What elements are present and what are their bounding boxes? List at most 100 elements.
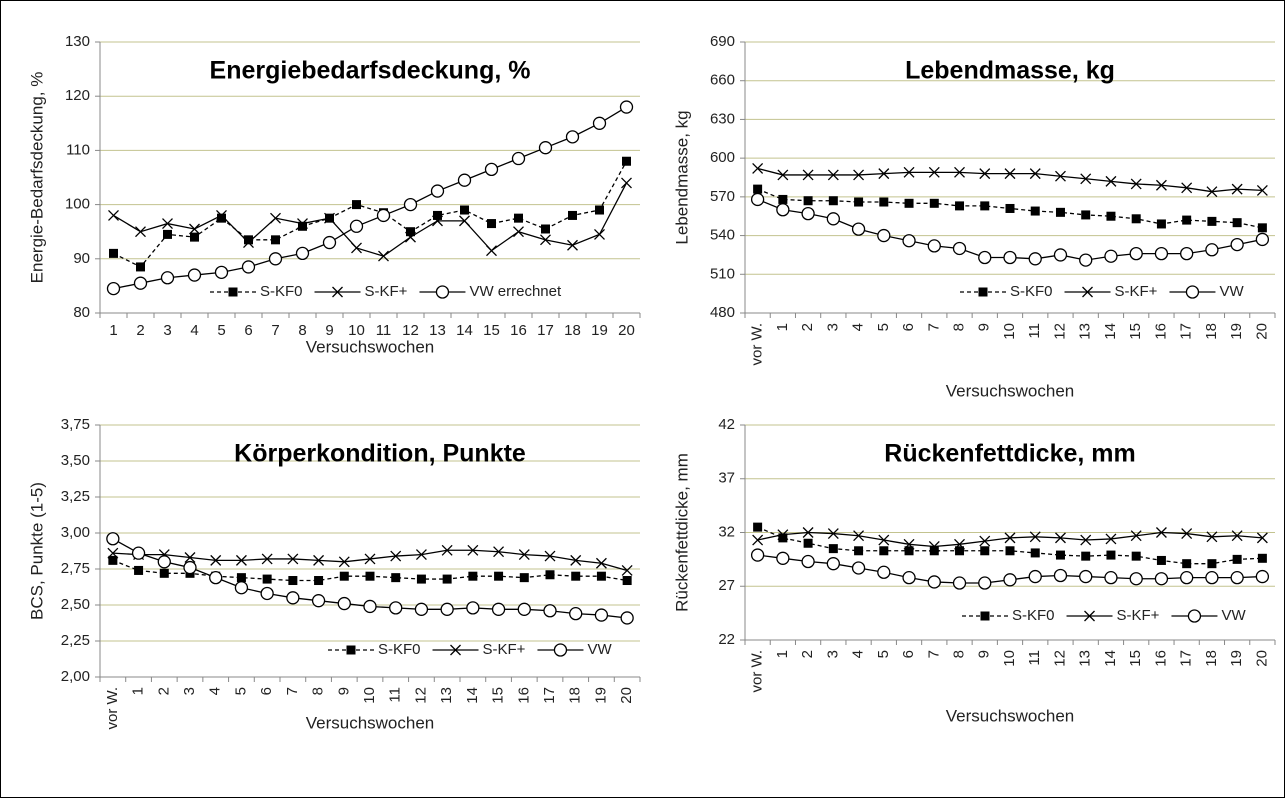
y-tick-label: 100 [65,196,90,213]
marker [1106,211,1116,221]
marker [322,235,337,250]
marker [162,218,173,230]
x-tick-label: 10 [1001,323,1018,340]
y-tick-label: 2,75 [61,560,90,577]
marker [778,533,788,543]
marker [902,571,916,585]
x-tick-label: 2 [799,650,816,658]
marker [753,522,763,532]
marker [978,250,992,265]
x-tick-label: 3 [163,322,171,339]
x-tick-label: 1 [109,322,117,339]
marker [1257,223,1267,233]
marker [190,232,199,242]
marker [349,219,364,233]
marker [827,169,839,181]
marker [108,555,118,565]
x-tick-label: 16 [510,322,527,339]
x-tick-label: 11 [1026,650,1043,666]
marker [1131,214,1141,224]
marker [1206,186,1218,198]
marker [163,229,172,239]
marker [853,530,865,542]
marker [1206,531,1218,543]
x-tick-label: 13 [1077,323,1094,340]
x-tick-label: 5 [875,323,892,331]
legend-label: VW [1219,283,1244,300]
marker [1081,210,1091,220]
marker [878,168,890,180]
marker [228,287,238,297]
x-tick-label: vor W. [749,323,766,366]
y-tick-label: 690 [710,33,735,50]
y-tick-label: 37 [718,470,735,487]
marker [1106,550,1116,560]
marker [216,209,227,221]
marker [332,286,343,298]
marker [1081,551,1091,561]
marker [1005,203,1015,213]
x-tick-label: 5 [217,322,225,339]
marker [518,549,530,561]
marker [1182,559,1192,569]
x-tick-label: 14 [456,322,473,339]
marker [511,151,526,166]
x-tick-label: 4 [850,323,867,331]
marker [159,568,169,578]
legend-label: S-KF+ [483,641,526,658]
marker [1029,168,1041,180]
y-tick-label: 90 [73,250,90,267]
marker [544,550,556,562]
marker [1129,572,1143,586]
marker [109,248,118,258]
marker [1256,184,1268,196]
x-tick-label: vor W. [749,650,766,693]
marker [902,234,916,248]
y-tick-label: 3,75 [61,416,90,433]
x-tick-label: 6 [900,650,917,658]
marker [314,576,324,586]
marker [1104,249,1118,263]
marker [1053,248,1068,262]
x-tick-label: 15 [483,322,500,339]
marker [244,235,253,245]
marker [979,168,991,180]
marker [467,544,479,556]
marker [595,557,607,569]
marker [1181,528,1193,540]
marker [1230,571,1244,585]
marker [183,560,197,575]
marker [1154,572,1169,586]
marker [594,608,609,622]
marker [108,209,119,221]
marker [389,601,403,615]
y-axis-title: Rückenfettdicke, mm [672,453,691,612]
marker [1255,232,1270,247]
marker [493,546,505,558]
y-tick-label: 2,25 [61,632,90,649]
marker [877,565,891,579]
marker [262,574,272,584]
marker [214,265,229,280]
marker [565,130,580,144]
x-tick-label: 12 [402,322,419,339]
marker [441,544,453,556]
marker [136,262,145,272]
marker [313,554,325,566]
marker [851,222,866,236]
marker [1231,183,1243,195]
marker [1207,216,1217,226]
legend-label: VW errechnet [469,283,562,300]
y-tick-label: 3,00 [61,524,90,541]
marker [978,287,988,297]
x-tick-label: 18 [1203,323,1220,340]
marker [1105,175,1117,187]
marker [338,556,350,568]
x-tick-label: 20 [618,687,635,704]
marker [571,571,581,581]
marker [235,554,247,566]
marker [241,260,256,274]
marker [1205,571,1219,585]
marker [494,571,504,581]
